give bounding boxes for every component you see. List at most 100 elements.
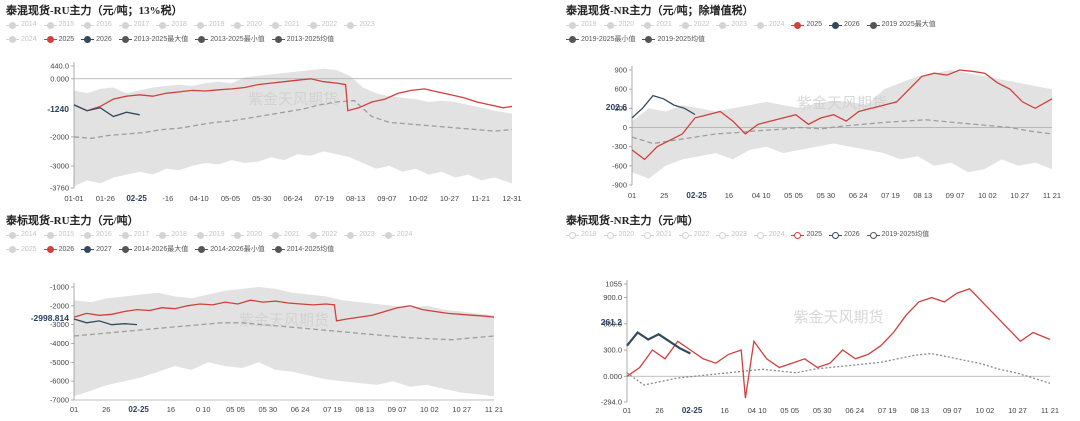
legend-item[interactable]: 2024 xyxy=(381,228,412,243)
legend-marker-icon xyxy=(269,21,283,29)
legend-marker-icon xyxy=(603,21,617,29)
legend-item[interactable]: 2016 xyxy=(81,18,112,33)
legend-item[interactable]: 2022 xyxy=(306,18,337,33)
chart-title: 泰标现货-NR主力（元/吨） xyxy=(566,215,699,227)
current-value-label: -2998.814 xyxy=(31,313,70,323)
x-tick-label: 01-01 xyxy=(64,194,83,203)
legend-item[interactable]: 2019 xyxy=(566,228,597,243)
legend-item[interactable]: 2014-2025均值 xyxy=(271,243,335,258)
legend-item[interactable]: 2019-2025均值 xyxy=(866,228,929,243)
legend-marker-icon xyxy=(642,36,656,44)
legend-item[interactable]: 2014-2026最大值 xyxy=(118,243,188,258)
legend-item[interactable]: 2025 xyxy=(791,18,822,33)
legend-item[interactable]: 2027 xyxy=(81,243,112,258)
y-tick-label: -900 xyxy=(612,181,627,190)
legend-item[interactable]: 2019 2025最大值 xyxy=(866,18,936,33)
legend-label: 2013-2025最大值 xyxy=(133,35,189,43)
legend-marker-icon xyxy=(716,21,730,29)
legend-item[interactable]: 2024 xyxy=(6,33,37,48)
legend-item[interactable]: 2019 xyxy=(566,18,597,33)
legend-label: 2024 xyxy=(21,35,37,43)
legend-label: 2017 xyxy=(133,21,150,28)
legend-label: 2022 xyxy=(321,231,338,238)
legend-item[interactable]: 2022 xyxy=(678,228,709,243)
legend-item[interactable]: 2015 xyxy=(43,228,74,243)
legend-item[interactable]: 2021 xyxy=(269,228,300,243)
chart-title: 泰混现货-NR主力（元/吨；除增值税） xyxy=(566,5,754,17)
legend-item[interactable]: 2022 xyxy=(306,228,338,243)
legend-item[interactable]: 2013-2025均值 xyxy=(271,33,335,48)
legend-label: 2013-2025均值 xyxy=(286,35,335,43)
legend-marker-icon xyxy=(156,231,170,239)
legend-item[interactable]: 2019 xyxy=(193,228,225,243)
x-tick-label: 26 xyxy=(655,406,663,415)
legend-item[interactable]: 2023 xyxy=(716,18,747,33)
legend-item[interactable]: 2024 xyxy=(753,18,784,33)
legend-item[interactable]: 2014 xyxy=(6,18,37,33)
legend-marker-icon xyxy=(195,246,209,254)
legend-label: 2015 xyxy=(58,21,75,28)
x-tick-label: 01 xyxy=(628,191,636,200)
legend-item[interactable]: 2017 xyxy=(118,228,149,243)
y-tick-label: 300.0 xyxy=(603,346,622,355)
legend-label: 2023 xyxy=(359,231,375,238)
legend-label: 2014-2025均值 xyxy=(286,245,335,253)
legend-item[interactable]: 2026 xyxy=(81,33,112,48)
legend-item[interactable]: 2022 xyxy=(678,18,709,33)
legend-marker-icon xyxy=(81,231,95,239)
legend-item[interactable]: 2023 xyxy=(716,228,747,243)
legend-marker-icon xyxy=(231,21,245,29)
legend-marker-icon xyxy=(829,21,843,29)
legend-item[interactable]: 2013-2025最小值 xyxy=(195,33,265,48)
legend-item[interactable]: 2019-2025最小值 xyxy=(566,33,635,48)
legend-marker-icon xyxy=(195,36,209,44)
x-tick-label: 11 21 xyxy=(1043,191,1061,200)
legend-item[interactable]: 2021 xyxy=(269,18,300,33)
y-tick-label: -6000 xyxy=(50,377,69,386)
legend-item[interactable]: 2026 xyxy=(829,18,860,33)
legend-marker-icon xyxy=(269,231,283,239)
x-tick-label: 01-26 xyxy=(96,194,115,203)
legend-item[interactable]: 2023 xyxy=(344,18,375,33)
legend-item[interactable]: 2018 xyxy=(156,228,187,243)
legend-label: 2023 xyxy=(359,21,375,28)
legend-item[interactable]: 2019 xyxy=(193,18,224,33)
legend-item[interactable]: 2025 xyxy=(6,243,37,258)
legend-item[interactable]: 2018 xyxy=(156,18,187,33)
series-line xyxy=(73,299,495,322)
legend-item[interactable]: 2025 xyxy=(791,228,822,243)
legend-marker-icon xyxy=(791,21,805,29)
legend-item[interactable]: 2014 xyxy=(6,228,37,243)
legend-item[interactable]: 2020 xyxy=(231,228,262,243)
legend-item[interactable]: 2021 xyxy=(641,18,672,33)
legend-marker-icon xyxy=(829,231,843,239)
legend-item[interactable]: 2025 xyxy=(43,33,74,48)
legend-item[interactable]: 2026 xyxy=(43,243,74,258)
legend-row: 2014 2015 2016 2017 2018 2019 2020 2021 2022 2023 xyxy=(6,18,382,33)
legend-label: 2019 xyxy=(208,231,225,238)
legend-item[interactable]: 2023 xyxy=(344,228,375,243)
legend-item[interactable]: 2016 xyxy=(81,228,112,243)
legend-marker-icon xyxy=(566,36,579,44)
x-tick-label: 10 27 xyxy=(452,405,471,414)
legend-row: 2024 2025 2026 2013-2025最大值 2013-2025最小值 2013… xyxy=(6,33,382,48)
legend-item[interactable]: 2026 xyxy=(829,228,860,243)
legend-item[interactable]: 2020 xyxy=(603,228,634,243)
chart-legend: 2019 2020 2021 2022 2023 2024 2025 2026 2019-202… xyxy=(566,228,936,243)
legend-label: 2025 xyxy=(806,231,823,238)
x-tick-label: 02-25 xyxy=(686,191,707,200)
legend-marker-icon xyxy=(753,231,767,239)
legend-item[interactable]: 2014-2026最小值 xyxy=(195,243,265,258)
legend-item[interactable]: 2024 xyxy=(753,228,784,243)
legend-item[interactable]: 2013-2025最大值 xyxy=(118,33,189,48)
y-tick-label: -3760 xyxy=(50,184,69,193)
legend-item[interactable]: 2020 xyxy=(231,18,262,33)
chart-panel-4: 泰标现货-NR主力（元/吨） 2019 2020 2021 2022 2023 2024 2… xyxy=(560,210,1080,421)
legend-item[interactable]: 2019-2025均值 xyxy=(642,33,705,48)
legend-item[interactable]: 2020 xyxy=(603,18,634,33)
current-value-label: -1240 xyxy=(47,104,69,114)
legend-item[interactable]: 2021 xyxy=(641,228,672,243)
legend-item[interactable]: 2017 xyxy=(118,18,150,33)
x-tick-label: 10 02 xyxy=(420,405,439,414)
legend-item[interactable]: 2015 xyxy=(43,18,75,33)
